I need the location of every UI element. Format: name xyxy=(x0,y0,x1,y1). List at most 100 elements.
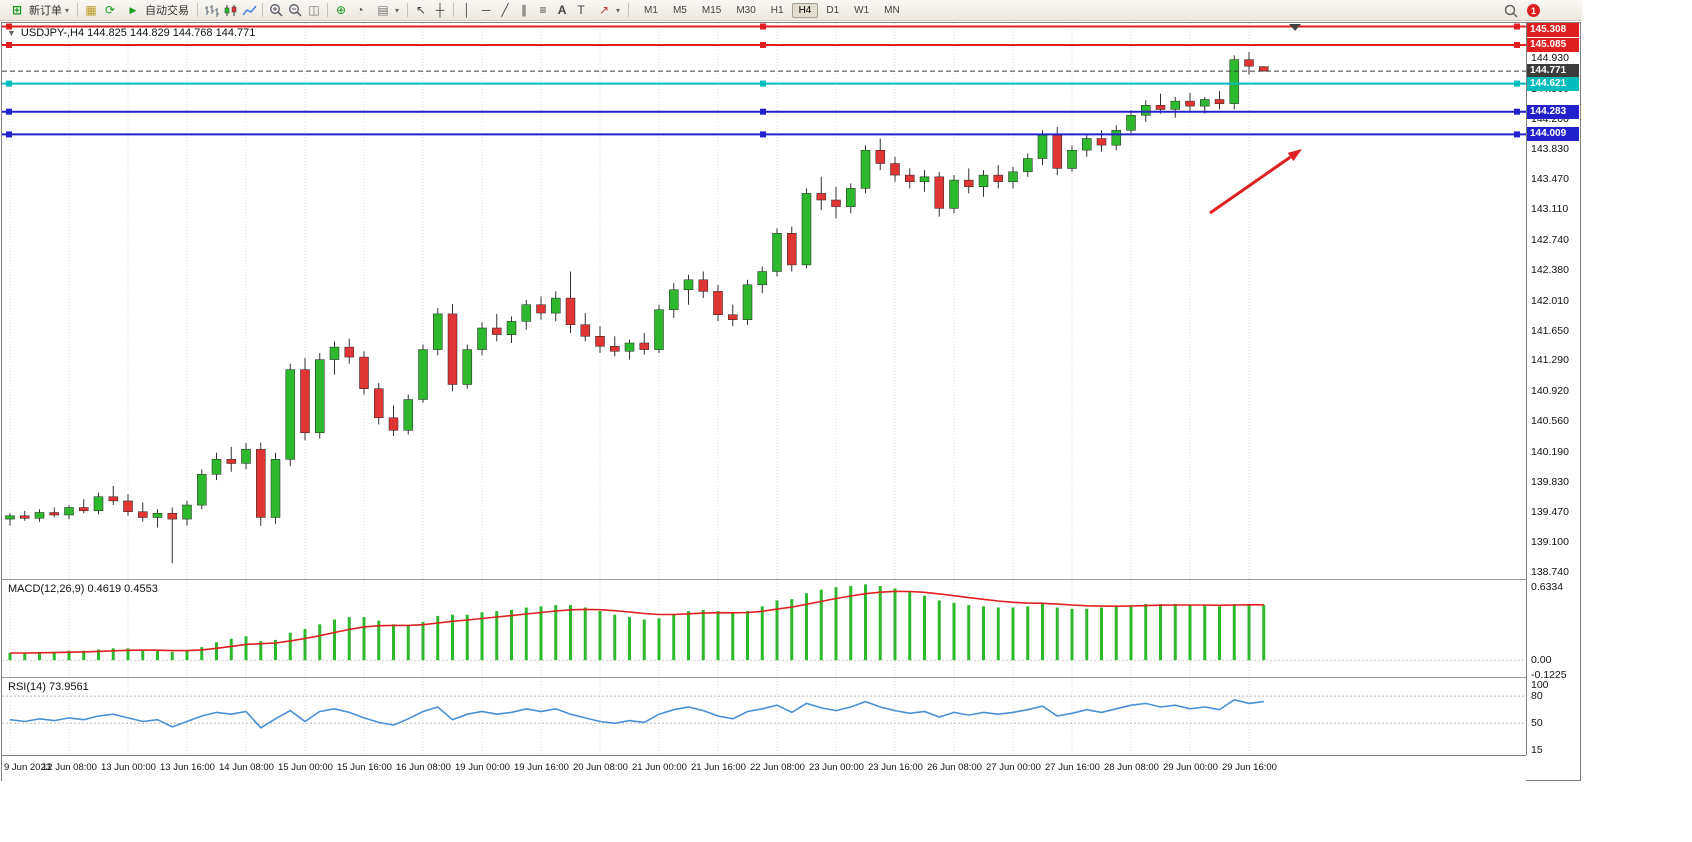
time-axis-label: 27 Jun 16:00 xyxy=(1045,762,1100,773)
indicators-icon[interactable]: ⊕ xyxy=(335,3,347,17)
timeframe-button-h4[interactable]: H4 xyxy=(791,2,819,18)
main-chart-canvas[interactable] xyxy=(2,23,1526,579)
time-axis-label: 21 Jun 00:00 xyxy=(632,762,687,773)
timeframe-button-m30[interactable]: M30 xyxy=(736,4,756,16)
new-order-icon: ⊞ xyxy=(11,3,23,17)
price-axis-label: 140.190 xyxy=(1531,445,1569,458)
cursor-icon[interactable]: ↖ xyxy=(416,3,427,17)
price-axis-label: 144.930 xyxy=(1531,51,1569,64)
horizontal-line-icon[interactable]: ─ xyxy=(481,3,491,17)
time-axis-label: 27 Jun 00:00 xyxy=(986,762,1041,773)
auto-trading-button[interactable]: ▶ 自动交易 xyxy=(120,1,193,19)
timeframe-toolbar: M1 M5 M15 M30 H1 H4 D1 W1 MN xyxy=(637,2,907,18)
rsi-label: RSI(14) 73.9561 xyxy=(8,681,89,693)
chevron-down-icon: ▾ xyxy=(616,5,621,15)
crosshair-icon[interactable]: ┼ xyxy=(435,3,445,17)
rsi-axis-label: 100 xyxy=(1531,679,1549,691)
time-axis-label: 15 Jun 00:00 xyxy=(278,762,333,773)
toolbar: ⊞ 新订单 ▾ ▦ ⟳ ▶ 自动交易 ◫ ⊕ ◔ xyxy=(0,0,1582,21)
price-axis-label: 139.470 xyxy=(1531,505,1569,518)
price-badge: 144.771 xyxy=(1527,64,1579,79)
text-label-icon[interactable]: T xyxy=(577,3,585,17)
periods-icon[interactable]: ◔ xyxy=(356,3,364,17)
time-axis-label: 20 Jun 08:00 xyxy=(573,762,628,773)
price-axis-label: 139.830 xyxy=(1531,475,1569,488)
price-badge: 145.308 xyxy=(1527,23,1579,37)
bar-chart-icon[interactable] xyxy=(202,2,220,18)
macd-axis-label: 0.00 xyxy=(1531,654,1552,667)
timeframe-button-w1[interactable]: W1 xyxy=(854,4,870,16)
rsi-axis-label: 50 xyxy=(1531,717,1543,730)
time-axis[interactable]: 9 Jun 2023 12 Jun 08:00 13 Jun 00:00 13 Jun… xyxy=(2,755,1526,781)
new-order-label: 新订单 xyxy=(29,5,62,17)
price-badge: 144.009 xyxy=(1527,127,1579,142)
macd-axis-label: 0.6334 xyxy=(1531,581,1564,593)
channel-icon[interactable]: ∥ xyxy=(521,3,528,17)
tile-windows-icon[interactable]: ◫ xyxy=(308,3,320,17)
time-axis-label: 16 Jun 08:00 xyxy=(396,762,451,773)
profiles-icon[interactable]: ▦ xyxy=(85,3,97,17)
toolbar-separator xyxy=(407,3,409,17)
timeframe-button-d1[interactable]: D1 xyxy=(826,4,840,16)
price-axis-label: 142.010 xyxy=(1531,294,1569,307)
time-axis-label: 28 Jun 08:00 xyxy=(1104,762,1159,773)
zoom-in-icon[interactable] xyxy=(267,2,285,18)
price-axis-label: 138.740 xyxy=(1531,566,1569,579)
line-chart-icon[interactable] xyxy=(240,2,258,18)
text-icon[interactable]: A xyxy=(557,3,567,17)
price-axis-label: 142.380 xyxy=(1531,263,1569,276)
chart-title: USDJPY-,H4 144.825 144.829 144.768 144.7… xyxy=(20,27,256,39)
candlestick-chart-icon[interactable] xyxy=(221,2,239,18)
rsi-canvas[interactable] xyxy=(2,678,1526,755)
price-badge: 145.085 xyxy=(1527,38,1579,53)
price-badge: 144.283 xyxy=(1527,104,1579,119)
price-axis-label: 141.290 xyxy=(1531,354,1569,367)
new-order-button[interactable]: ⊞ 新订单 ▾ xyxy=(4,1,73,19)
time-axis-label: 23 Jun 16:00 xyxy=(868,762,923,773)
rsi-axis-label: 80 xyxy=(1531,690,1543,703)
price-axis-label: 143.470 xyxy=(1531,173,1569,186)
time-axis-label: 19 Jun 16:00 xyxy=(514,762,569,773)
toolbar-separator xyxy=(197,3,199,17)
auto-trading-label: 自动交易 xyxy=(145,5,190,17)
toolbar-separator xyxy=(628,3,630,17)
zoom-out-icon[interactable] xyxy=(286,2,304,18)
timeframe-button-m5[interactable]: M5 xyxy=(672,4,687,16)
toolbar-right-group: 1 xyxy=(1502,0,1540,21)
pane-separator[interactable] xyxy=(2,677,1580,678)
time-axis-label: 13 Jun 16:00 xyxy=(160,762,215,773)
time-axis-label: 26 Jun 08:00 xyxy=(927,762,982,773)
timeframe-button-mn[interactable]: MN xyxy=(884,4,900,16)
time-axis-label: 15 Jun 16:00 xyxy=(337,762,392,773)
macd-axis-label: -0.1225 xyxy=(1531,668,1567,681)
macd-canvas[interactable] xyxy=(2,580,1526,677)
pane-separator[interactable] xyxy=(2,579,1580,580)
time-axis-label: 21 Jun 16:00 xyxy=(691,762,746,773)
timeframe-button-h1[interactable]: H1 xyxy=(770,4,784,16)
arrow-tools-button[interactable]: ↗ ▾ xyxy=(591,1,624,19)
price-badge: 144.621 xyxy=(1527,76,1579,91)
fibonacci-icon[interactable]: ≡ xyxy=(539,3,547,17)
price-axis-label: 143.830 xyxy=(1531,143,1569,156)
chevron-down-icon: ▾ xyxy=(65,5,70,15)
price-axis-label: 140.920 xyxy=(1531,385,1569,398)
templates-button[interactable]: ▤ ▾ xyxy=(370,1,403,19)
timeframe-button-m1[interactable]: M1 xyxy=(644,4,658,16)
price-axis-label: 142.740 xyxy=(1531,233,1569,246)
time-axis-label: 12 Jun 08:00 xyxy=(42,762,97,773)
toolbar-separator xyxy=(262,3,264,17)
price-axis[interactable]: 144.930144.560144.200143.830143.470143.1… xyxy=(1526,23,1580,756)
rsi-axis-label: 15 xyxy=(1531,744,1543,756)
templates-icon: ▤ xyxy=(377,3,389,17)
notifications-badge[interactable]: 1 xyxy=(1527,4,1540,17)
timeframe-button-m15[interactable]: M15 xyxy=(701,4,722,16)
trendline-icon[interactable]: ╱ xyxy=(501,3,509,17)
search-icon[interactable] xyxy=(1502,3,1520,19)
time-axis-label: 29 Jun 16:00 xyxy=(1222,762,1277,773)
one-click-trading-toggle[interactable]: ▼ xyxy=(7,28,16,38)
price-axis-label: 139.100 xyxy=(1531,536,1569,549)
time-axis-label: 9 Jun 2023 xyxy=(4,762,52,773)
price-axis-label: 140.560 xyxy=(1531,415,1569,428)
vertical-line-icon[interactable]: │ xyxy=(463,3,471,17)
refresh-icon[interactable]: ⟳ xyxy=(104,3,116,17)
